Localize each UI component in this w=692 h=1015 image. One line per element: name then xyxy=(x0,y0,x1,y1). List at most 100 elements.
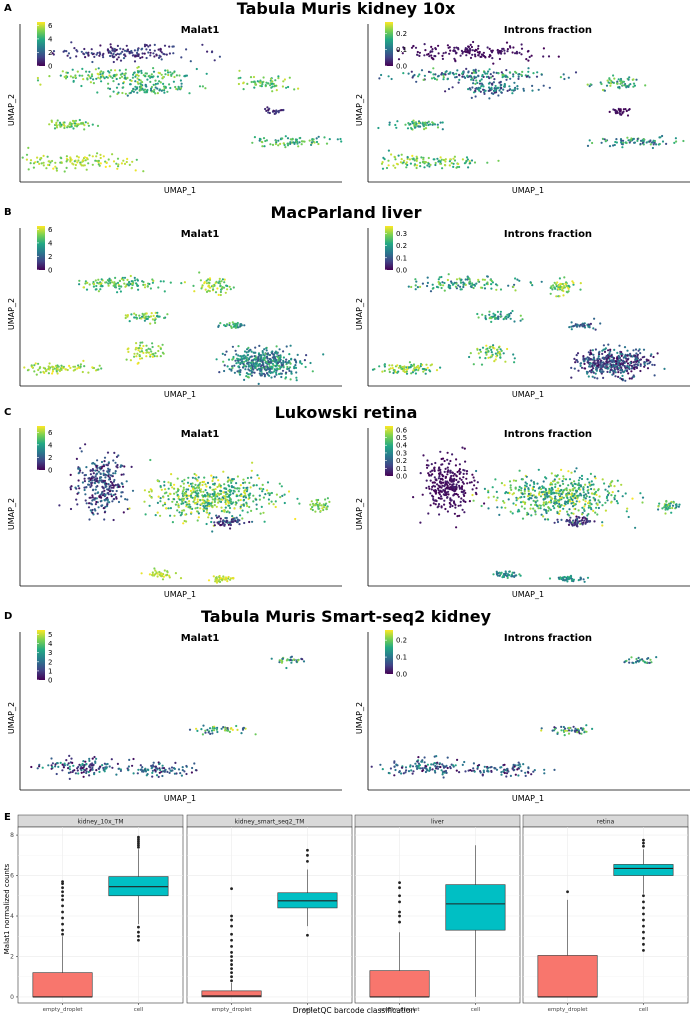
umap-point xyxy=(619,371,623,374)
umap-point xyxy=(300,362,303,365)
umap-point xyxy=(123,73,126,76)
umap-point xyxy=(131,160,134,163)
umap-point xyxy=(608,110,611,113)
umap-point xyxy=(309,503,312,506)
umap-point xyxy=(152,70,156,73)
umap-point xyxy=(143,319,146,322)
umap-point xyxy=(282,108,285,112)
umap-point xyxy=(596,359,599,362)
umap-point xyxy=(471,283,474,286)
umap-point xyxy=(530,479,533,482)
umap-point xyxy=(605,363,608,367)
umap-point xyxy=(603,366,607,369)
umap-point xyxy=(573,367,576,370)
umap-point xyxy=(162,496,165,499)
color-bar xyxy=(37,226,45,270)
umap-point xyxy=(321,507,324,510)
umap-point xyxy=(152,83,155,86)
umap-point xyxy=(241,517,244,520)
umap-point xyxy=(634,526,637,529)
umap-point xyxy=(465,477,468,480)
umap-point xyxy=(468,160,471,163)
umap-point xyxy=(180,85,183,88)
umap-point xyxy=(126,315,129,318)
umap-point xyxy=(156,575,159,578)
umap-point xyxy=(281,137,284,140)
umap-point xyxy=(157,345,160,348)
umap-point xyxy=(447,284,450,287)
umap-point xyxy=(230,369,233,372)
umap-point xyxy=(250,374,253,377)
umap-point xyxy=(172,52,175,55)
umap-point xyxy=(468,282,471,285)
umap-point xyxy=(521,318,524,321)
umap-point xyxy=(453,492,456,496)
umap-point xyxy=(183,494,186,497)
umap-point xyxy=(172,45,175,48)
umap-point xyxy=(149,322,152,325)
umap-point xyxy=(250,371,253,374)
umap-point xyxy=(634,348,638,351)
umap-point xyxy=(597,489,600,492)
umap-point xyxy=(177,506,180,509)
umap-point xyxy=(572,281,575,284)
umap-point xyxy=(596,513,599,516)
umap-point xyxy=(118,77,122,80)
umap-point xyxy=(201,498,204,501)
umap-point xyxy=(125,160,128,164)
umap-point xyxy=(406,127,410,130)
umap-point xyxy=(75,155,79,158)
umap-point xyxy=(243,350,247,353)
umap-point xyxy=(616,479,619,482)
umap-point xyxy=(478,82,482,85)
umap-point xyxy=(213,500,216,503)
umap-point xyxy=(601,504,604,507)
umap-point xyxy=(564,478,568,481)
umap-point xyxy=(607,356,610,359)
umap-point xyxy=(618,344,621,347)
umap-point xyxy=(127,350,130,353)
umap-point xyxy=(274,368,277,371)
umap-point xyxy=(419,161,422,164)
umap-point xyxy=(602,344,606,347)
umap-point xyxy=(529,507,532,510)
umap-point xyxy=(468,278,471,281)
umap-point xyxy=(429,163,432,166)
umap-point xyxy=(213,524,216,527)
umap-point xyxy=(476,51,479,54)
umap-point xyxy=(231,366,234,369)
umap-point xyxy=(304,365,307,369)
umap-point xyxy=(94,488,97,491)
umap-point xyxy=(145,317,148,321)
umap-point xyxy=(390,153,393,156)
umap-point xyxy=(77,366,80,369)
umap-point xyxy=(467,45,470,48)
umap-point xyxy=(443,485,446,488)
umap-point xyxy=(415,166,418,170)
umap-point xyxy=(630,367,633,370)
umap-point xyxy=(147,347,150,350)
umap-point xyxy=(579,362,582,365)
color-bar-tick-label: 2 xyxy=(48,49,52,57)
umap-point xyxy=(234,503,237,506)
umap-point xyxy=(110,69,113,72)
umap-point xyxy=(274,500,277,503)
umap-point xyxy=(457,48,460,51)
umap-point xyxy=(136,352,139,355)
umap-point xyxy=(503,83,506,86)
umap-point xyxy=(626,358,630,361)
umap-point xyxy=(148,494,151,497)
umap-point xyxy=(412,369,415,372)
umap-point xyxy=(482,88,485,91)
umap-point xyxy=(70,41,73,44)
umap-point xyxy=(446,466,449,469)
umap-point xyxy=(416,53,419,56)
umap-point xyxy=(284,135,287,138)
umap-point xyxy=(261,351,264,354)
umap-point xyxy=(74,74,77,77)
umap-point xyxy=(554,495,557,498)
umap-point xyxy=(632,374,635,377)
umap-point xyxy=(82,286,85,289)
umap-point xyxy=(628,108,631,111)
umap-point xyxy=(467,70,470,73)
